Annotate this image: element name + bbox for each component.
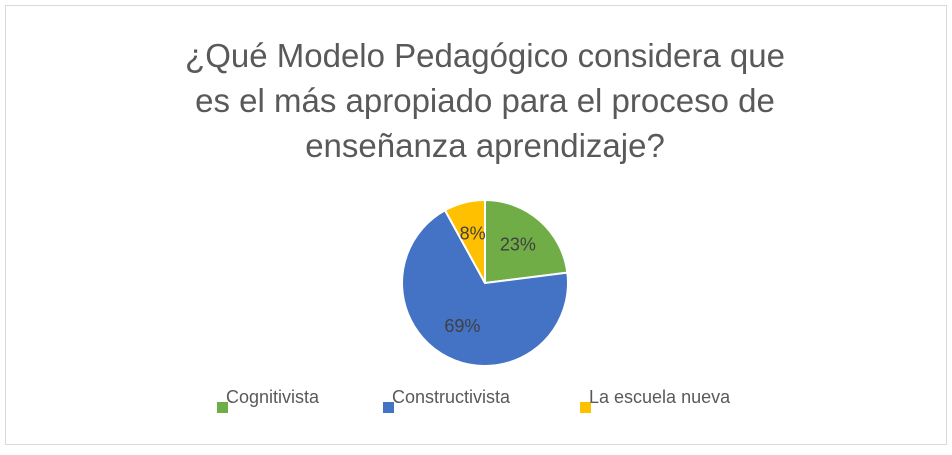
legend-swatch (580, 402, 591, 413)
legend-swatch (217, 402, 228, 413)
pie-slice (443, 198, 486, 284)
chart-title: ¿Qué Modelo Pedagógico considera que es e… (185, 37, 785, 164)
legend-label: Constructivista (392, 387, 511, 407)
data-label: 69% (444, 316, 480, 336)
pie-slice (401, 208, 569, 367)
data-label: 23% (500, 234, 536, 254)
legend-swatch (383, 402, 394, 413)
pie-slice (484, 198, 569, 285)
data-label: 8% (460, 224, 486, 244)
legend-label: La escuela nueva (589, 387, 731, 407)
legend-label: Cognitivista (226, 387, 320, 407)
